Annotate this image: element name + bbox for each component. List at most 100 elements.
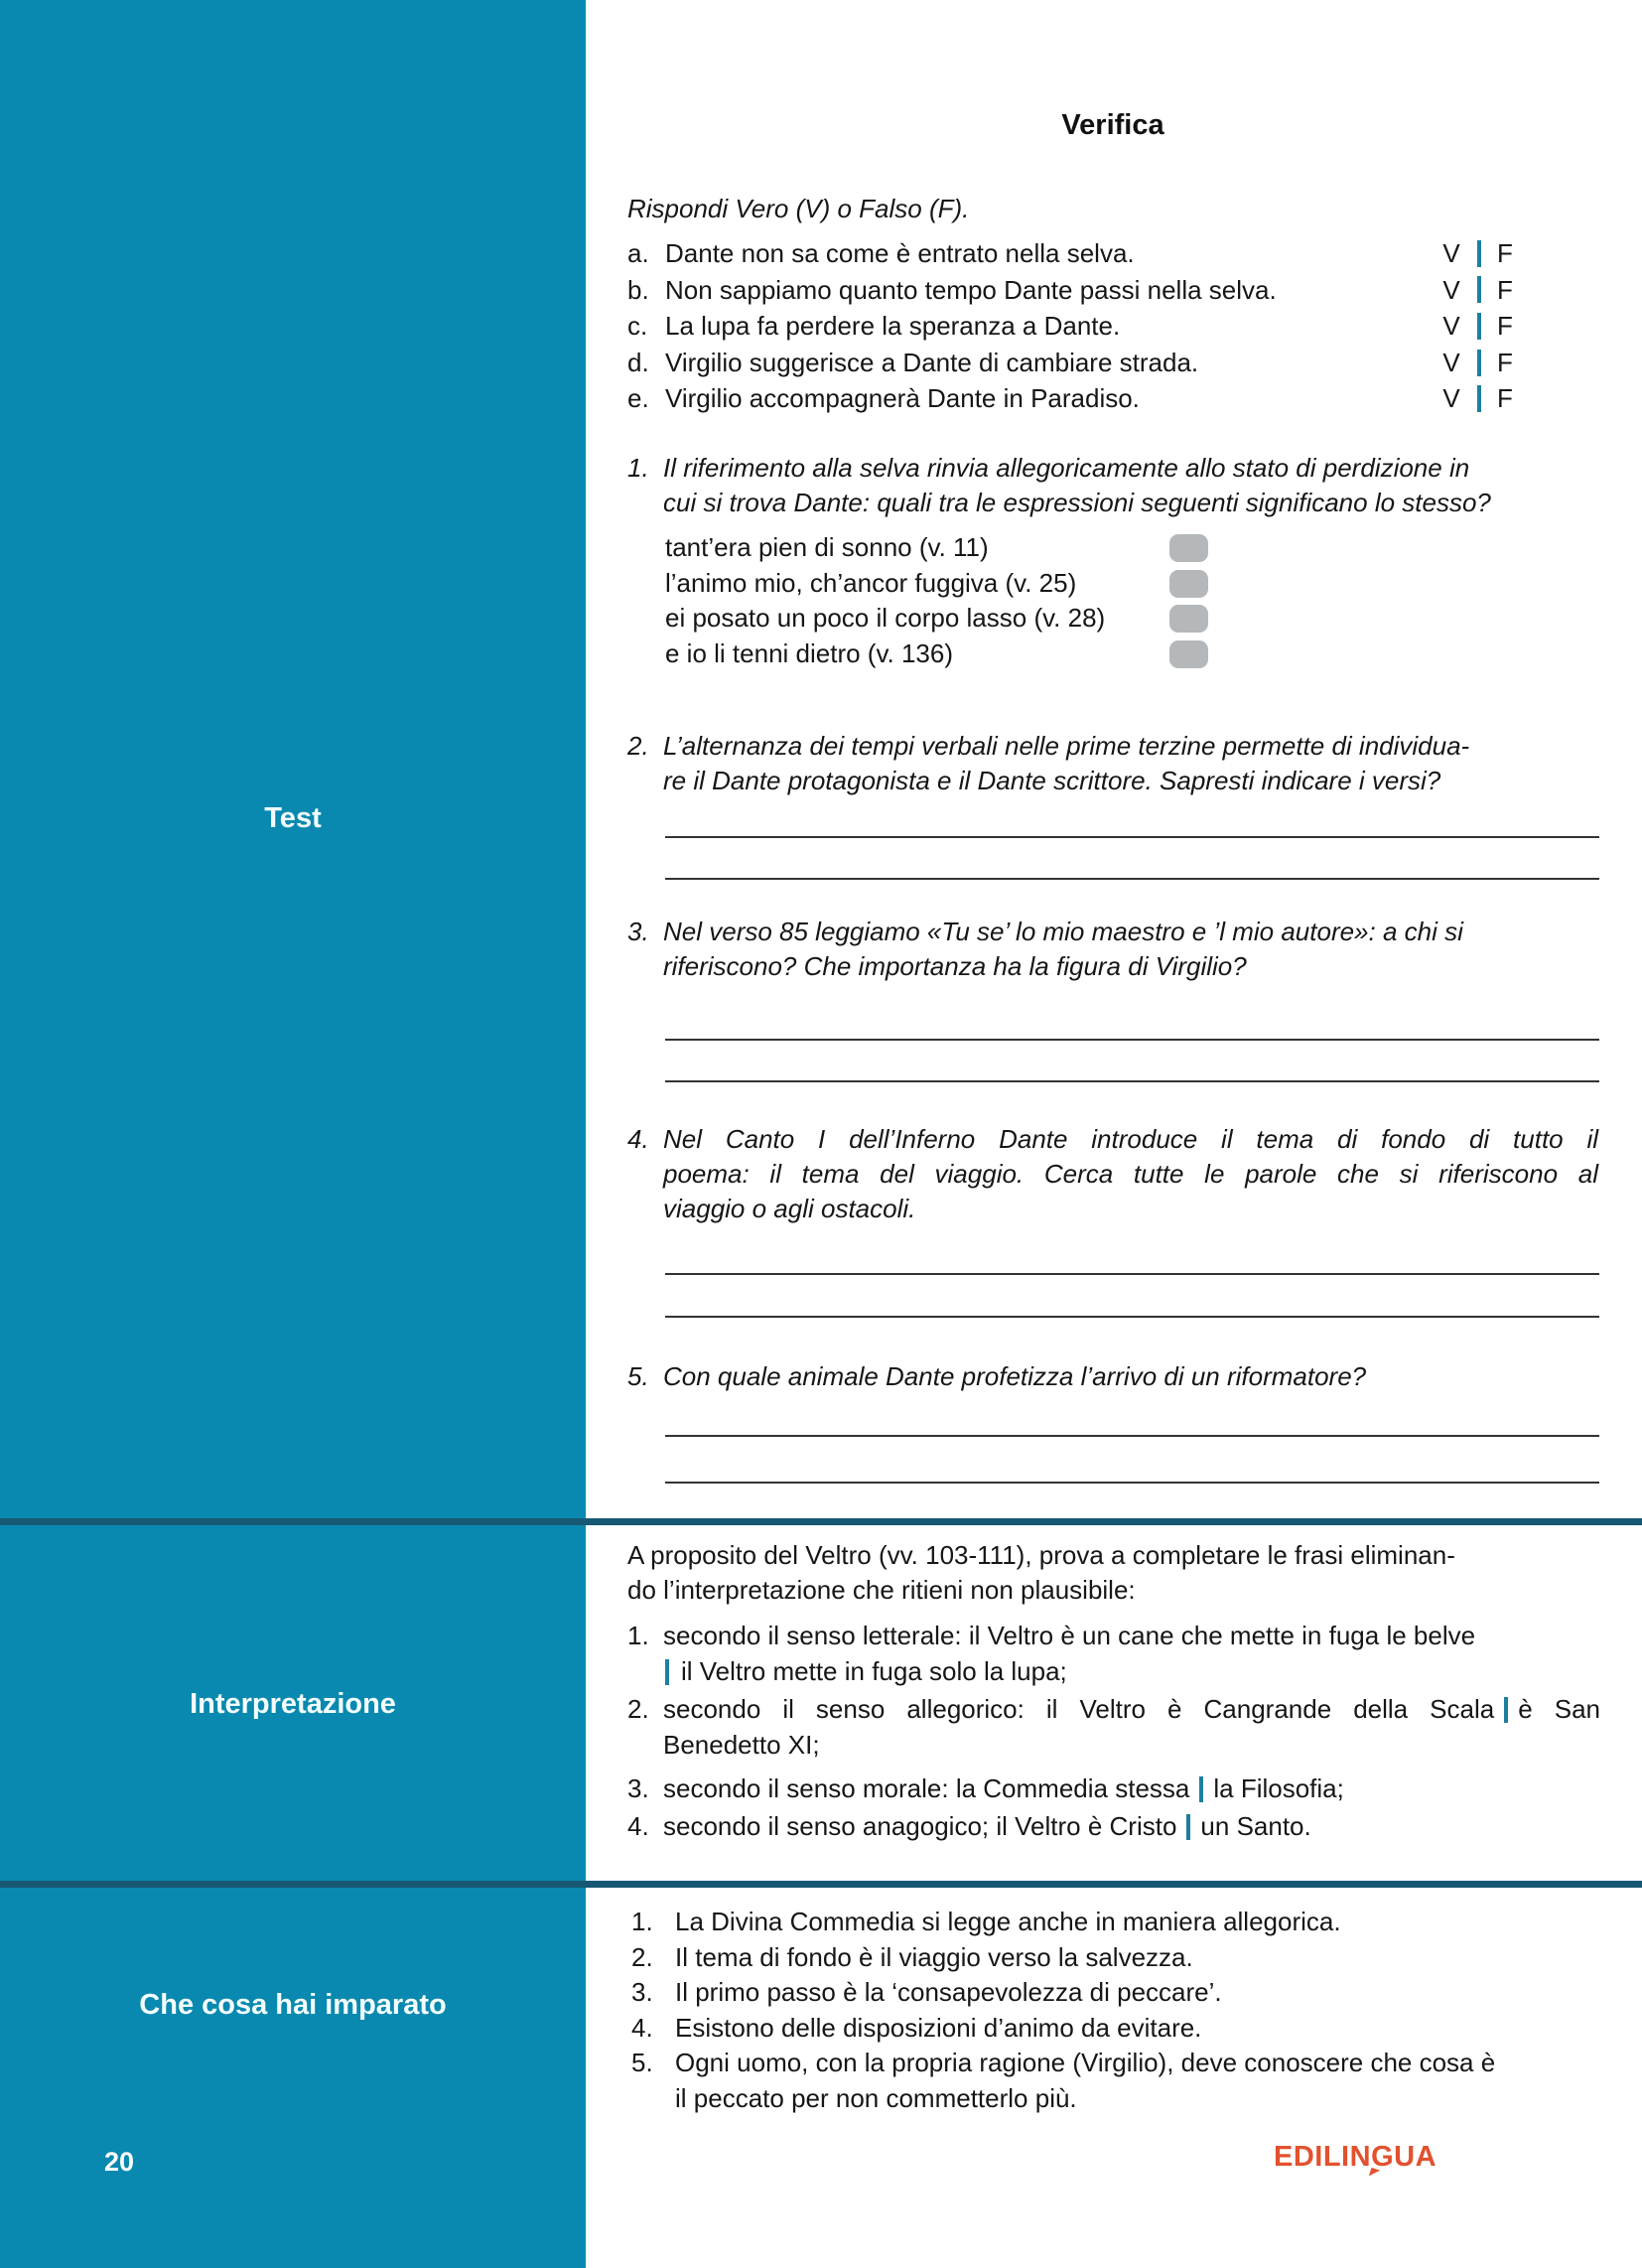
intro-line: do l’interpretazione che ritieni non pla… xyxy=(627,1575,1136,1605)
item-text: Il primo passo è la ‘consapevolezza di p… xyxy=(675,1977,1222,2007)
item-number: 1. xyxy=(627,1621,649,1650)
question-3: 3. Nel verso 85 leggiamo «Tu se’ lo mio … xyxy=(627,915,1598,984)
imparato-item-3: 3. Il primo passo è la ‘consapevolezza d… xyxy=(631,1975,1600,2011)
alternative-text: la Filosofia; xyxy=(1213,1773,1344,1803)
imparato-item-2: 2. Il tema di fondo è il viaggio verso l… xyxy=(631,1940,1600,1976)
statement-row-d: d. Virgilio suggerisce a Dante di cambia… xyxy=(627,345,1598,381)
option-checkbox[interactable] xyxy=(1169,639,1208,668)
item-text: secondo il senso letterale: il Veltro è … xyxy=(663,1618,1600,1689)
falso-option[interactable]: F xyxy=(1497,347,1513,377)
imparato-list: 1. La Divina Commedia si legge anche in … xyxy=(631,1905,1600,2116)
statement-row-c: c. La lupa fa perdere la speranza a Dant… xyxy=(627,308,1598,345)
question-text: Con quale animale Dante profetizza l’arr… xyxy=(663,1359,1598,1394)
item-text: secondo il senso anagogico; il Veltro è … xyxy=(663,1808,1600,1844)
vf-choice-group: V F xyxy=(1439,380,1517,417)
falso-option[interactable]: F xyxy=(1497,383,1513,414)
answer-line[interactable] xyxy=(665,878,1599,880)
vero-option[interactable]: V xyxy=(1442,274,1460,305)
statement-row-e: e. Virgilio accompagnerà Dante in Paradi… xyxy=(627,380,1598,417)
question-1: 1. Il riferimento alla selva rinvia alle… xyxy=(627,451,1598,520)
item-line: secondo il senso morale: la Commedia ste… xyxy=(663,1771,1600,1806)
falso-option[interactable]: F xyxy=(1497,238,1513,268)
intro-line: A proposito del Veltro (vv. 103-111), pr… xyxy=(627,1540,1455,1570)
sidebar-label-test: Test xyxy=(264,802,322,834)
section-title-verifica: Verifica xyxy=(1061,109,1164,141)
option-row: l’animo mio, ch’ancor fuggiva (v. 25) xyxy=(665,566,1598,602)
alternative-text: un Santo. xyxy=(1200,1811,1311,1841)
option-row: tant’era pien di sonno (v. 11) xyxy=(665,530,1598,566)
sidebar-label-interpretazione: Interpretazione xyxy=(190,1688,396,1720)
alternative-text: secondo il senso morale: la Commedia ste… xyxy=(663,1773,1190,1803)
item-line: secondo il senso allegorico: il Veltro è… xyxy=(663,1691,1600,1727)
option-text: l’animo mio, ch’ancor fuggiva (v. 25) xyxy=(665,567,1077,598)
alternative-separator-bar xyxy=(1186,1814,1191,1840)
item-text: secondo il senso allegorico: il Veltro è… xyxy=(663,1691,1600,1763)
section-divider-2 xyxy=(0,1881,1642,1888)
item-line: il Veltro mette in fuga solo la lupa; xyxy=(663,1653,1600,1689)
falso-option[interactable]: F xyxy=(1497,311,1513,342)
vf-separator-bar xyxy=(1477,312,1481,340)
item-number: 5. xyxy=(631,2048,653,2077)
statement-text: La lupa fa perdere la speranza a Dante. xyxy=(665,311,1121,342)
falso-option[interactable]: F xyxy=(1497,274,1513,305)
item-number: 1. xyxy=(631,1907,653,1936)
question-number: 2. xyxy=(627,731,649,761)
question-line: poema: il tema del viaggio. Cerca tutte … xyxy=(663,1159,1598,1190)
statement-letter: a. xyxy=(627,238,649,268)
imparato-item-1: 1. La Divina Commedia si legge anche in … xyxy=(631,1905,1600,1940)
vero-option[interactable]: V xyxy=(1442,347,1460,377)
interpretazione-item-2: 2. secondo il senso allegorico: il Veltr… xyxy=(627,1691,1600,1763)
interpretazione-item-3: 3. secondo il senso morale: la Commedia … xyxy=(627,1771,1600,1806)
sidebar-label-che-cosa-hai-imparato: Che cosa hai imparato xyxy=(139,1989,447,2021)
alternative-separator-bar xyxy=(665,1659,669,1685)
option-row: e io li tenni dietro (v. 136) xyxy=(665,637,1598,672)
statement-text: Dante non sa come è entrato nella selva. xyxy=(665,238,1135,268)
answer-line[interactable] xyxy=(665,1039,1599,1041)
vf-separator-bar xyxy=(1477,349,1481,376)
answer-line[interactable] xyxy=(665,1080,1599,1082)
question-5: 5. Con quale animale Dante profetizza l’… xyxy=(627,1359,1598,1394)
logo-g-glyph: G xyxy=(1371,2141,1395,2173)
answer-line[interactable] xyxy=(665,1482,1599,1484)
vero-option[interactable]: V xyxy=(1442,238,1460,268)
statement-row-b: b. Non sappiamo quanto tempo Dante passi… xyxy=(627,272,1598,309)
question-number: 5. xyxy=(627,1361,649,1391)
option-checkbox[interactable] xyxy=(1169,605,1208,633)
answer-line[interactable] xyxy=(665,1273,1599,1275)
vf-choice-group: V F xyxy=(1439,345,1517,381)
question-text: Il riferimento alla selva rinvia allegor… xyxy=(663,451,1598,520)
vf-choice-group: V F xyxy=(1439,308,1517,345)
imparato-item-5: 5. Ogni uomo, con la propria ragione (Vi… xyxy=(631,2046,1600,2116)
true-false-instruction: Rispondi Vero (V) o Falso (F). xyxy=(627,194,970,223)
question-line: re il Dante protagonista e il Dante scri… xyxy=(663,766,1441,796)
statement-text: Virgilio accompagnerà Dante in Paradiso. xyxy=(665,383,1140,414)
answer-line[interactable] xyxy=(665,836,1599,838)
page-number: 20 xyxy=(103,2147,135,2177)
item-line: Benedetto XI; xyxy=(663,1730,820,1760)
logo-text-left: EDILIN xyxy=(1274,2141,1372,2173)
vero-option[interactable]: V xyxy=(1442,383,1460,414)
alternative-text: secondo il senso anagogico; il Veltro è … xyxy=(663,1811,1177,1841)
item-text: Ogni uomo, con la propria ragione (Virgi… xyxy=(675,2046,1600,2116)
item-number: 3. xyxy=(627,1773,649,1803)
statement-letter: d. xyxy=(627,347,649,377)
item-line: secondo il senso anagogico; il Veltro è … xyxy=(663,1808,1600,1844)
answer-line[interactable] xyxy=(665,1316,1599,1318)
vf-choice-group: V F xyxy=(1439,235,1517,272)
publisher-logo: EDILINGUA xyxy=(1274,2141,1437,2174)
question-text: Nel Canto I dell’Inferno Dante introduce… xyxy=(663,1122,1598,1227)
question-line: riferiscono? Che importanza ha la figura… xyxy=(663,951,1247,982)
question-4: 4. Nel Canto I dell’Inferno Dante introd… xyxy=(627,1122,1598,1227)
option-checkbox[interactable] xyxy=(1169,534,1208,562)
question-line: Nel Canto I dell’Inferno Dante introduce… xyxy=(663,1124,1598,1154)
vero-option[interactable]: V xyxy=(1442,311,1460,342)
option-text: e io li tenni dietro (v. 136) xyxy=(665,638,953,668)
item-text: Il tema di fondo è il viaggio verso la s… xyxy=(675,1941,1193,1972)
question-line: Il riferimento alla selva rinvia allegor… xyxy=(663,453,1470,483)
question-number: 4. xyxy=(627,1124,649,1154)
interpretazione-item-1: 1. secondo il senso letterale: il Veltro… xyxy=(627,1618,1600,1689)
interpretazione-item-4: 4. secondo il senso anagogico; il Veltro… xyxy=(627,1808,1600,1844)
question-1-options: tant’era pien di sonno (v. 11) l’animo m… xyxy=(665,530,1598,671)
option-checkbox[interactable] xyxy=(1169,569,1208,598)
answer-line[interactable] xyxy=(665,1435,1599,1437)
